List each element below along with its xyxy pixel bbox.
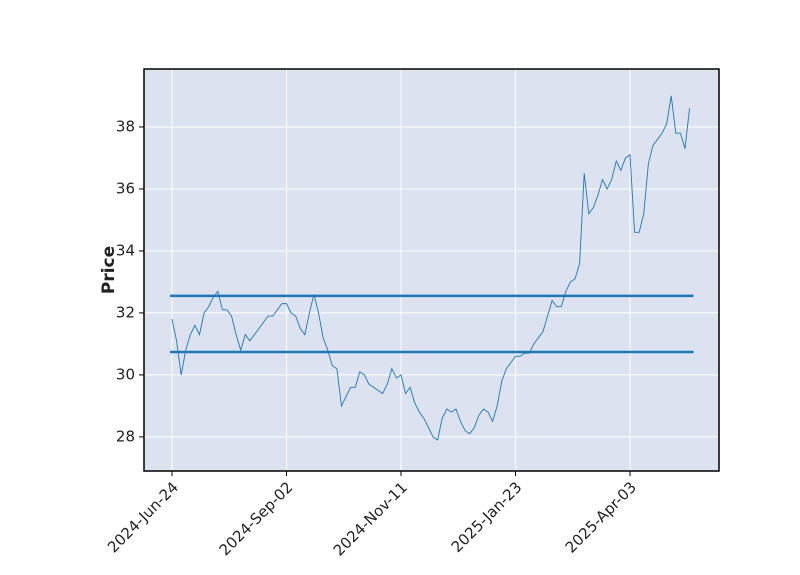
x-tick-label: 2024-Nov-11 (330, 478, 411, 559)
x-tick-label: 2025-Jan-23 (448, 478, 526, 556)
x-tick-label: 2024-Sep-02 (216, 478, 297, 559)
price-line (171, 95, 690, 441)
marks (170, 95, 694, 441)
y-tick-label: 34 (116, 241, 135, 259)
y-tick-label: 36 (116, 179, 135, 197)
axes-frame (143, 68, 720, 472)
x-tick-label: 2025-Apr-03 (562, 478, 640, 556)
x-tick-label: 2024-Jun-24 (104, 478, 182, 556)
plot-area (144, 69, 719, 471)
y-tick-label: 38 (116, 117, 135, 135)
y-axis-label: Price (99, 246, 119, 294)
y-tick-label: 30 (116, 365, 135, 383)
y-tick-label: 32 (116, 303, 135, 321)
grid (144, 69, 719, 471)
y-tick-label: 28 (116, 427, 135, 445)
